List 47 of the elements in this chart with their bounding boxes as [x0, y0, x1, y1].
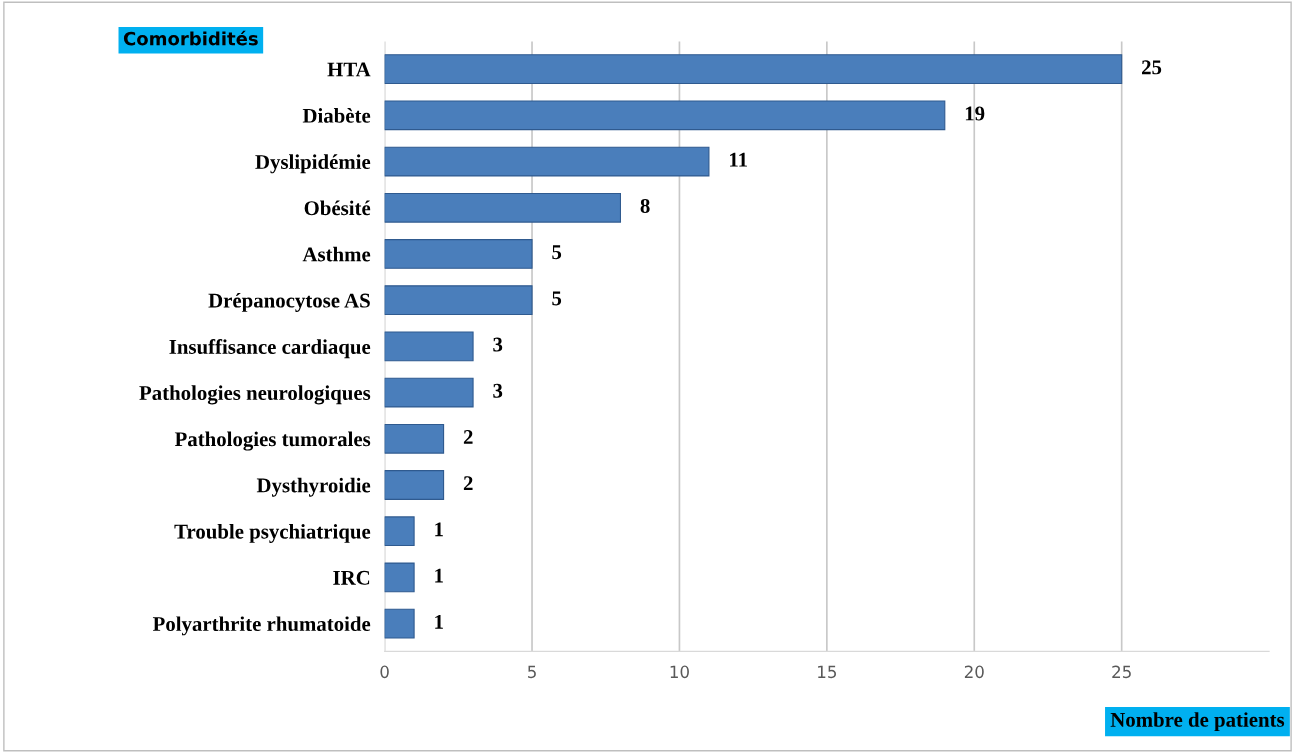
y-axis-title: Comorbidités — [123, 30, 258, 46]
bar — [384, 377, 474, 408]
y-tick-label: Obésité — [304, 200, 371, 216]
data-label: 19 — [965, 106, 985, 121]
data-label: 3 — [493, 337, 503, 352]
x-tick-label: 10 — [670, 665, 689, 679]
x-axis-title: Nombre de patients — [1110, 712, 1285, 732]
x-tick-label: 0 — [380, 665, 389, 679]
y-tick-label: Asthme — [302, 246, 371, 262]
data-label: 1 — [435, 522, 443, 537]
data-label: 2 — [463, 476, 473, 491]
bar — [384, 100, 946, 131]
data-label: 25 — [1142, 60, 1162, 75]
data-label: 5 — [552, 291, 562, 306]
data-label: 2 — [463, 430, 473, 444]
y-tick-label: Polyarthrite rhumatoide — [152, 616, 371, 636]
bar — [384, 562, 415, 593]
y-tick-label: Trouble psychiatrique — [174, 523, 371, 543]
x-tick-label: 15 — [818, 665, 837, 679]
bar — [384, 331, 474, 362]
x-tick-label: 20 — [964, 665, 984, 679]
y-tick-label: Diabète — [302, 108, 371, 123]
x-tick-label: 5 — [528, 665, 536, 679]
y-tick-label: IRC — [333, 570, 370, 585]
y-tick-label: HTA — [327, 62, 371, 77]
y-tick-label: Dyslipidémie — [255, 154, 371, 174]
data-label: 11 — [730, 152, 747, 167]
data-label: 3 — [493, 383, 503, 398]
x-tick-label: 25 — [1112, 665, 1131, 679]
y-tick-label: Pathologies tumorales — [174, 431, 371, 451]
data-label: 8 — [640, 198, 650, 213]
bar — [384, 54, 1123, 85]
bar — [384, 516, 415, 547]
bar — [384, 239, 533, 269]
bar — [384, 470, 445, 500]
bar — [384, 423, 445, 454]
bar — [384, 146, 710, 177]
y-tick-label: Insuffisance cardiaque — [169, 339, 371, 359]
y-tick-label: Dysthyroidie — [256, 477, 371, 497]
data-label: 5 — [552, 245, 562, 260]
bar — [384, 192, 622, 223]
bar — [384, 285, 533, 316]
data-label: 1 — [435, 568, 443, 583]
data-label: 1 — [435, 614, 443, 629]
y-tick-label: Drépanocytose AS — [208, 292, 370, 312]
y-tick-label: Pathologies neurologiques — [139, 385, 371, 405]
bar — [384, 608, 415, 639]
